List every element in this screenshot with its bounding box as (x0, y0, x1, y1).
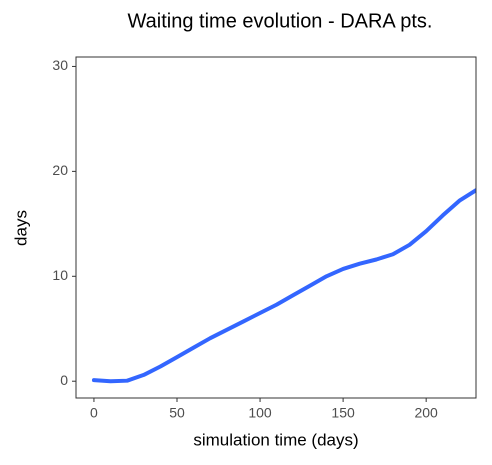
x-tick-label: 50 (169, 405, 185, 421)
x-tick-label: 0 (90, 405, 98, 421)
y-tick-label: 10 (52, 267, 68, 283)
panel-border (75, 56, 477, 399)
y-axis-label: days (11, 210, 30, 246)
chart-title: Waiting time evolution - DARA pts. (128, 10, 433, 32)
x-axis-label: simulation time (days) (193, 430, 358, 449)
y-tick-label: 0 (60, 372, 68, 388)
y-tick-label: 30 (52, 57, 68, 73)
x-tick-label: 200 (414, 405, 438, 421)
x-tick-label: 150 (331, 405, 355, 421)
x-tick-label: 100 (248, 405, 272, 421)
y-tick-label: 20 (52, 162, 68, 178)
line (91, 188, 476, 384)
